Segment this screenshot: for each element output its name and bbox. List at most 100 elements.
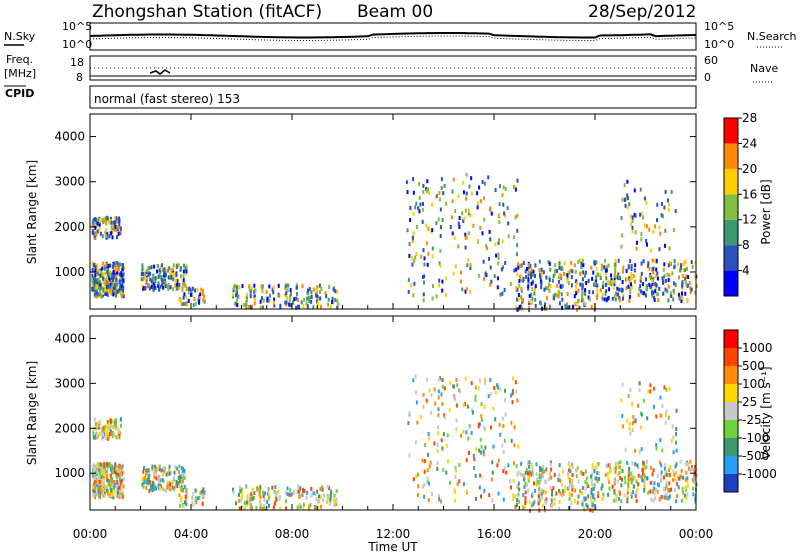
echo-cell: [510, 438, 513, 443]
echo-cell: [99, 431, 102, 436]
echo-cell: [687, 466, 690, 471]
echo-cell: [112, 495, 115, 500]
echo-cell: [652, 258, 655, 263]
echo-cell: [312, 287, 315, 292]
echo-cell: [119, 417, 122, 422]
echo-cell: [161, 278, 163, 283]
echo-cell: [538, 475, 541, 480]
echo-cell: [295, 283, 298, 288]
echo-cell: [634, 230, 637, 235]
echo-cell: [109, 473, 112, 478]
echo-cell: [423, 494, 426, 499]
echo-cell: [575, 291, 578, 296]
echo-cell: [560, 265, 563, 270]
echo-cell: [661, 404, 664, 409]
echo-cell: [193, 297, 196, 302]
echo-cell: [587, 278, 590, 283]
echo-cell: [316, 301, 319, 306]
echo-cell: [162, 285, 165, 290]
echo-cell: [514, 380, 517, 385]
echo-cell: [643, 196, 646, 201]
echo-cell: [472, 223, 475, 228]
echo-cell: [241, 491, 243, 496]
echo-cell: [511, 400, 514, 405]
echo-cell: [118, 485, 121, 490]
echo-cell: [110, 432, 113, 436]
echo-cell: [537, 493, 540, 498]
echo-cell: [437, 413, 440, 418]
echo-cell: [662, 267, 665, 272]
echo-cell: [680, 296, 683, 300]
echo-cell: [621, 413, 624, 418]
echo-cell: [111, 272, 114, 277]
echo-cell: [94, 265, 97, 269]
echo-cell: [520, 276, 523, 281]
echo-cell: [99, 289, 102, 294]
echo-cell: [617, 461, 620, 466]
echo-cell: [561, 283, 564, 288]
echo-cell: [497, 458, 500, 463]
echo-cell: [286, 288, 289, 293]
echo-cell: [244, 484, 247, 489]
echo-cell: [96, 470, 99, 475]
echo-cell: [614, 461, 617, 466]
echo-cell: [430, 393, 433, 398]
echo-cell: [563, 272, 566, 276]
echo-cell: [231, 294, 234, 299]
echo-cell: [417, 484, 420, 489]
echo-cell: [440, 438, 443, 443]
echo-cell: [153, 284, 156, 289]
echo-cell: [454, 475, 457, 479]
echo-cell: [515, 286, 517, 290]
echo-cell: [470, 176, 473, 181]
echo-cell: [660, 495, 663, 499]
echo-cell: [148, 488, 151, 493]
echo-cell: [417, 472, 419, 477]
echo-cell: [431, 492, 433, 496]
echo-cell: [115, 293, 118, 298]
echo-cell: [627, 284, 630, 289]
echo-cell: [596, 293, 599, 298]
echo-cell: [669, 261, 672, 266]
echo-cell: [278, 293, 281, 298]
echo-cell: [585, 476, 588, 481]
echo-cell: [302, 506, 305, 511]
power-ytick-label: 4000: [54, 130, 85, 144]
echo-cell: [605, 464, 608, 469]
echo-cell: [523, 505, 526, 510]
echo-cell: [597, 272, 600, 277]
echo-cell: [168, 487, 171, 492]
echo-cell: [417, 206, 420, 211]
echo-cell: [528, 308, 531, 313]
echo-cell: [116, 285, 119, 290]
echo-cell: [643, 488, 646, 493]
echo-cell: [621, 280, 624, 284]
echo-cell: [517, 262, 520, 267]
echo-cell: [96, 221, 99, 226]
echo-cell: [422, 404, 425, 409]
echo-cell: [115, 474, 118, 479]
echo-cell: [113, 465, 116, 470]
echo-cell: [691, 264, 694, 269]
echo-cell: [94, 466, 97, 471]
echo-cell: [527, 475, 530, 480]
echo-cell: [328, 486, 331, 491]
echo-cell: [528, 500, 531, 505]
echo-cell: [108, 276, 111, 281]
echo-cell: [295, 305, 298, 310]
echo-cell: [481, 418, 483, 422]
echo-cell: [516, 503, 518, 507]
echo-cell: [239, 489, 242, 494]
echo-cell: [337, 302, 340, 307]
echo-cell: [561, 482, 564, 487]
echo-cell: [576, 466, 579, 471]
echo-cell: [112, 282, 115, 287]
echo-cell: [239, 485, 241, 490]
echo-cell: [610, 282, 613, 287]
echo-cell: [461, 211, 464, 216]
echo-cell: [584, 288, 587, 293]
echo-cell: [155, 473, 158, 478]
echo-cell: [652, 276, 655, 281]
echo-cell: [585, 281, 588, 285]
echo-cell: [643, 291, 646, 296]
